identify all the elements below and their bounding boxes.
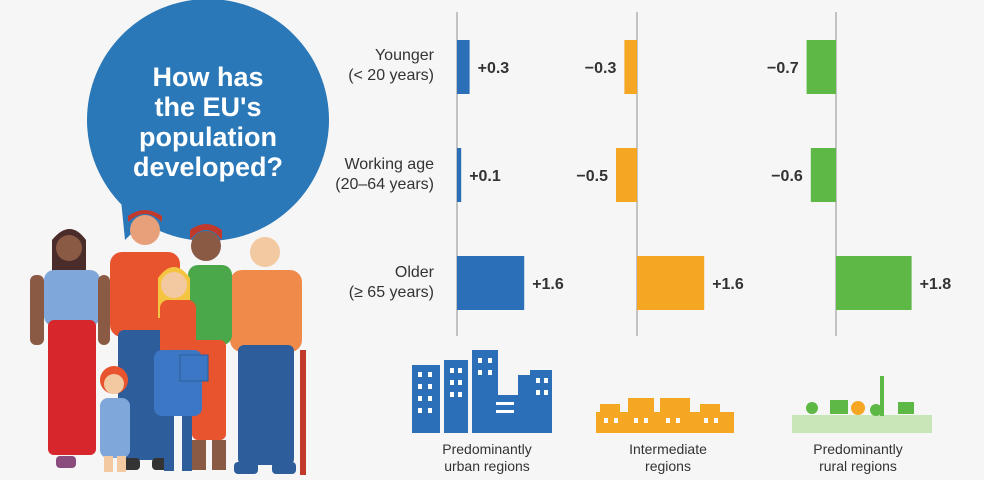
series-label-line: Predominantly xyxy=(442,441,532,457)
data-label: +1.6 xyxy=(532,276,564,293)
child-figure-icon xyxy=(100,366,130,472)
village-icon xyxy=(792,376,932,433)
data-label: +0.3 xyxy=(478,60,510,77)
headline-line: population xyxy=(139,122,277,152)
series-label-line: rural regions xyxy=(819,458,897,474)
bar xyxy=(616,148,637,202)
headline-line: How has xyxy=(152,62,264,92)
headline-line: developed? xyxy=(132,152,284,182)
series-label-rural: Predominantly rural regions xyxy=(778,441,938,475)
data-label: −0.3 xyxy=(585,60,617,77)
bar xyxy=(810,148,836,202)
town-icon xyxy=(596,398,734,433)
category-label-line: (≥ 65 years) xyxy=(348,284,434,301)
series-label-intermediate: Intermediate regions xyxy=(588,441,748,475)
category-label-younger: Younger (< 20 years) xyxy=(294,46,434,86)
data-label: −0.5 xyxy=(576,168,608,185)
family-illustration-icon xyxy=(30,210,306,475)
series-label-line: regions xyxy=(645,458,691,474)
bar xyxy=(806,40,836,94)
headline-line: the EU's xyxy=(154,92,262,122)
category-label-older: Older (≥ 65 years) xyxy=(294,263,434,303)
data-label: +1.6 xyxy=(712,276,744,293)
bar xyxy=(637,256,705,310)
series-label-line: Predominantly xyxy=(813,441,903,457)
headline: How has the EU's population developed? xyxy=(110,62,306,182)
category-label-line: Younger xyxy=(374,47,434,64)
series-label-urban: Predominantly urban regions xyxy=(407,441,567,475)
category-label-working-age: Working age (20–64 years) xyxy=(294,155,434,195)
data-label: −0.6 xyxy=(771,168,803,185)
data-label: +1.8 xyxy=(920,276,952,293)
data-label: +0.1 xyxy=(469,168,501,185)
bar xyxy=(457,256,525,310)
bar xyxy=(624,40,637,94)
category-label-line: Older xyxy=(394,264,434,281)
bar xyxy=(457,148,462,202)
category-label-line: (20–64 years) xyxy=(335,176,434,193)
data-label: −0.7 xyxy=(767,60,799,77)
girl-figure-icon xyxy=(154,267,209,471)
category-label-line: (< 20 years) xyxy=(348,67,434,84)
series-label-line: Intermediate xyxy=(629,441,707,457)
series-label-line: urban regions xyxy=(444,458,530,474)
grandfather-figure-icon xyxy=(230,237,306,475)
city-skyline-icon xyxy=(412,350,552,433)
bar xyxy=(457,40,470,94)
category-label-line: Working age xyxy=(344,156,434,173)
woman-figure-icon xyxy=(30,229,110,468)
bar xyxy=(836,256,912,310)
